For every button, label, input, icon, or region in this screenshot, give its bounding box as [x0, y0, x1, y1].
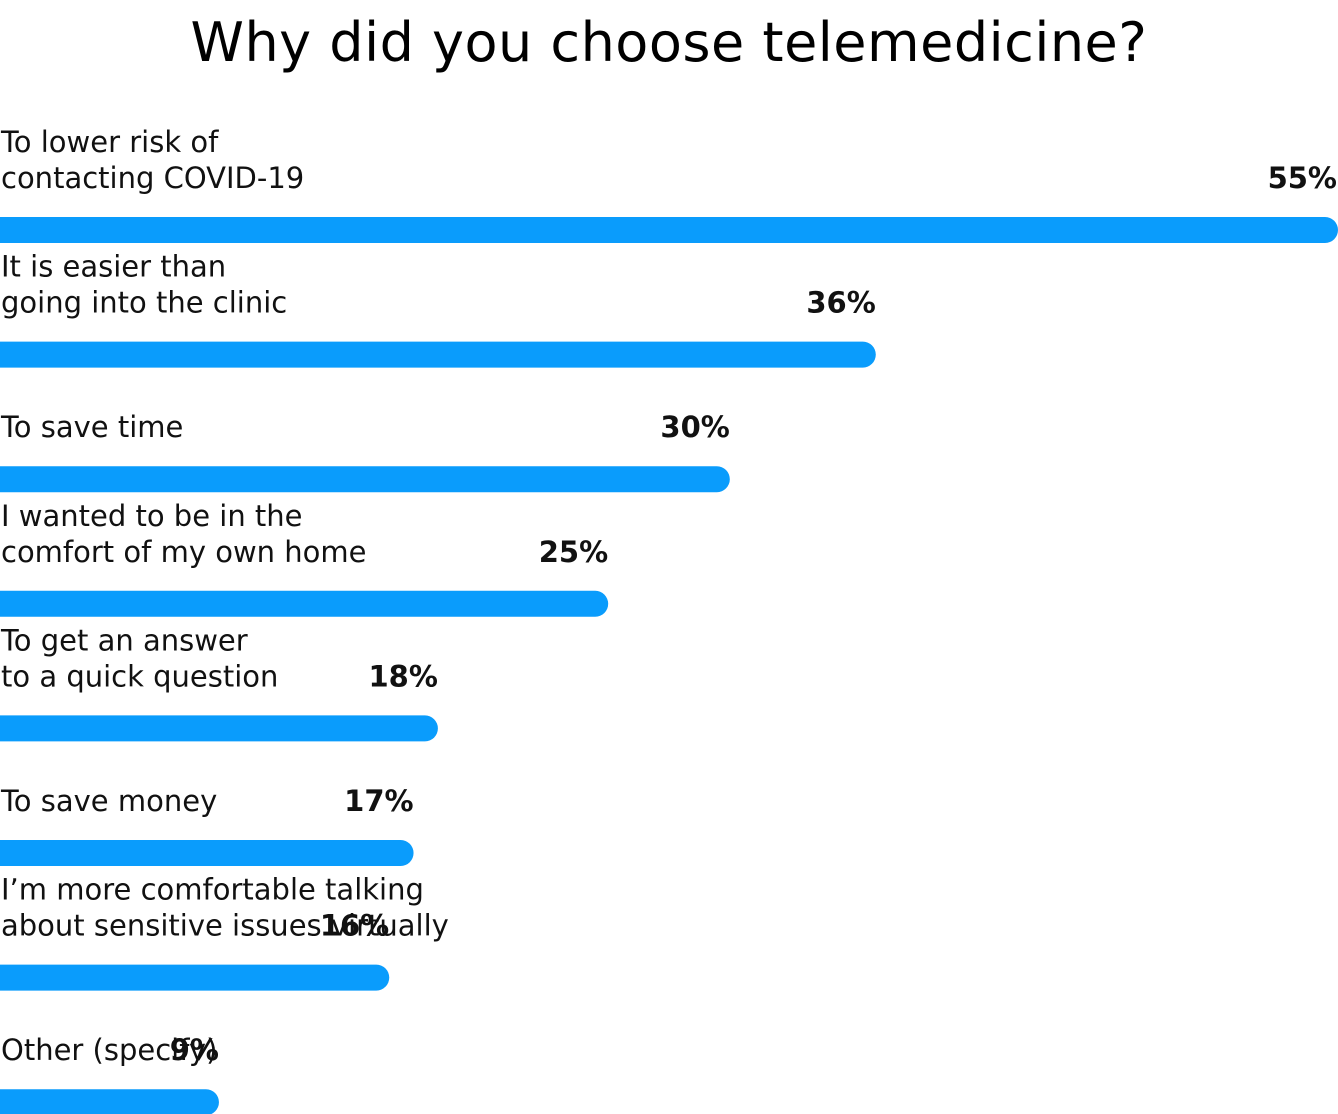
value-label: 18%: [368, 659, 437, 693]
bar: [0, 466, 730, 493]
category-label: To lower risk of: [0, 125, 219, 159]
bar-row: To save time 30%: [0, 410, 730, 493]
chart-title: Why did you choose telemedicine?: [190, 11, 1148, 74]
category-label: to a quick question: [1, 659, 278, 693]
category-label: To save money: [0, 784, 217, 818]
category-label: contacting COVID-19: [1, 161, 304, 195]
bar-row: Other (specify)9%: [0, 1033, 219, 1114]
value-label: 55%: [1268, 161, 1337, 195]
category-label: It is easier than: [1, 250, 226, 284]
category-label: Other (specify): [1, 1033, 217, 1067]
bar: [0, 840, 414, 866]
bar: [0, 1089, 219, 1114]
bar: [0, 217, 1338, 243]
value-label: 25%: [539, 535, 608, 569]
category-label: I’m more comfortable talking: [1, 873, 424, 907]
value-label: 9%: [170, 1033, 219, 1067]
category-label: I wanted to be in the: [1, 499, 303, 533]
bar: [0, 341, 876, 368]
category-label: comfort of my own home: [1, 535, 366, 569]
bar: [0, 590, 609, 617]
value-label: 16%: [320, 909, 389, 943]
category-label: about sensitive issues virtually: [1, 909, 449, 943]
value-label: 17%: [344, 784, 413, 818]
bar-row: To save money 17%: [0, 784, 414, 866]
category-label: To save time: [0, 410, 183, 444]
bar: [0, 715, 438, 742]
category-label: To get an answer: [0, 623, 248, 657]
value-label: 30%: [660, 410, 729, 444]
value-label: 36%: [806, 286, 875, 320]
bar: [0, 964, 390, 991]
category-label: going into the clinic: [1, 286, 287, 320]
